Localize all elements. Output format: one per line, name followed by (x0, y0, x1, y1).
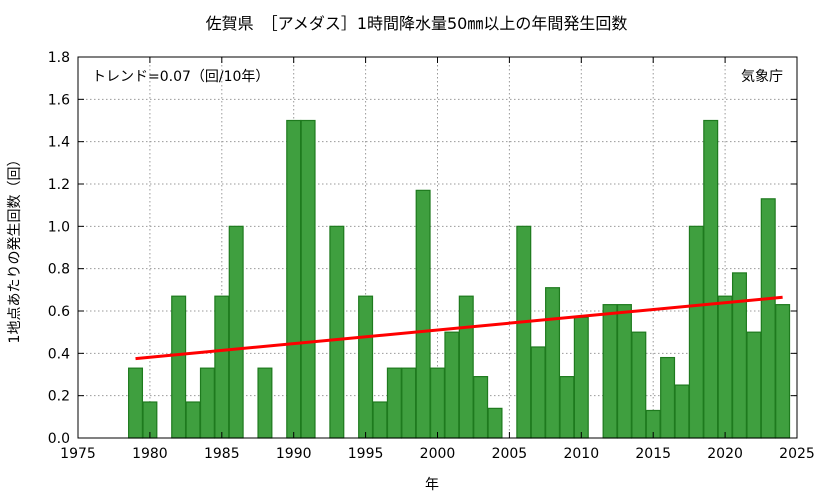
y-tick-label: 0.4 (48, 346, 70, 362)
bar-2021 (731, 272, 747, 439)
bar-2008 (545, 287, 561, 439)
x-tick-label: 2015 (635, 446, 671, 462)
bar-1998 (401, 367, 417, 439)
bar-2024 (775, 304, 791, 439)
x-tick-label: 1980 (132, 446, 168, 462)
bar-1986 (228, 225, 244, 439)
bar-2001 (444, 331, 460, 439)
bar-1982 (171, 295, 187, 439)
y-tick-label: 0.0 (48, 431, 70, 447)
y-tick-label: 1.2 (48, 177, 70, 193)
agency-label: 気象庁 (741, 69, 783, 85)
bar-2009 (559, 376, 575, 439)
y-tick-label: 1.4 (48, 135, 70, 151)
bar-1993 (329, 225, 345, 439)
bar-2020 (717, 295, 733, 439)
y-tick-label: 0.2 (48, 389, 70, 405)
bar-2013 (616, 304, 632, 439)
bar-1997 (386, 367, 402, 439)
bar-1983 (185, 401, 201, 439)
bar-2016 (660, 356, 676, 439)
bar-1979 (128, 367, 144, 439)
bar-2004 (487, 407, 503, 439)
x-tick-label: 1985 (204, 446, 240, 462)
y-tick-label: 1.0 (48, 219, 70, 235)
bar-2022 (746, 331, 762, 439)
bar-1999 (415, 189, 431, 439)
y-axis-label: 1地点あたりの発生回数（回） (7, 152, 23, 344)
x-tick-label: 2005 (492, 446, 528, 462)
bar-2010 (573, 316, 589, 439)
x-tick-label: 1995 (348, 446, 384, 462)
trend-annotation: トレンド=0.07（回/10年） (92, 69, 270, 85)
bar-1996 (372, 401, 388, 439)
trend-line (135, 295, 783, 361)
y-tick-label: 0.8 (48, 262, 70, 278)
y-tick-label: 1.6 (48, 92, 70, 108)
bar-2006 (516, 225, 532, 439)
y-tick-label: 1.8 (48, 50, 70, 66)
bar-2000 (429, 367, 446, 439)
bar-2018 (688, 225, 704, 439)
bar-1988 (257, 367, 273, 439)
bar-2003 (473, 376, 489, 439)
x-tick-label: 2000 (420, 446, 456, 462)
bar-2012 (602, 304, 618, 439)
bar-1990 (286, 119, 302, 439)
bar-2007 (530, 346, 546, 439)
x-axis-label: 年 (425, 477, 439, 493)
x-tick-label: 2020 (707, 446, 743, 462)
bar-2002 (458, 295, 474, 439)
chart-title: 佐賀県 ［アメダス］1時間降水量50㎜以上の年間発生回数 (205, 14, 628, 33)
bar-2023 (760, 198, 776, 439)
bar-1985 (214, 295, 230, 439)
bar-1991 (300, 119, 316, 439)
x-tick-label: 1975 (60, 446, 96, 462)
bar-1995 (358, 295, 374, 439)
x-tick-label: 1990 (276, 446, 312, 462)
bar-2017 (674, 384, 690, 439)
x-tick-label: 2010 (563, 446, 599, 462)
y-tick-label: 0.6 (48, 304, 70, 320)
bar-2014 (631, 331, 647, 439)
bar-2019 (703, 119, 719, 439)
x-tick-label: 2025 (779, 446, 815, 462)
bar-1984 (199, 367, 215, 439)
